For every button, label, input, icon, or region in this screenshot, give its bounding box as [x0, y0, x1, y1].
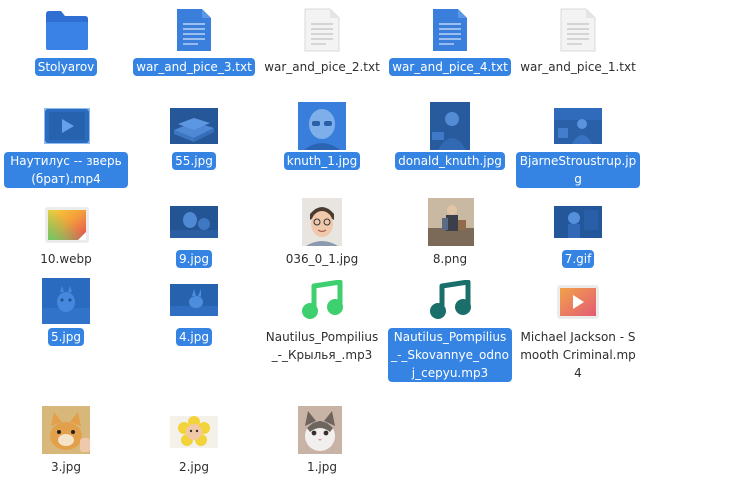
file-name: Michael Jackson - Smooth Criminal.mp4: [520, 330, 636, 380]
file-name: BjarneStroustrup.jpg: [516, 152, 640, 188]
file-name: 2.jpg: [178, 460, 210, 474]
text-file-icon: [560, 8, 596, 52]
file-name: Stolyarov: [34, 58, 98, 76]
photo-thumbnail: [554, 108, 602, 144]
file-name: knuth_1.jpg: [283, 152, 361, 170]
file-name: 3.jpg: [50, 460, 82, 474]
cat-thumbnail: [42, 406, 90, 454]
photo-thumbnail: [170, 284, 218, 316]
file-name: 7.gif: [561, 250, 595, 268]
video-thumbnail: [44, 108, 90, 144]
file-name: war_and_pice_3.txt: [133, 58, 255, 76]
file-name: war_and_pice_1.txt: [520, 60, 636, 74]
portrait-thumbnail: [302, 198, 342, 246]
file-name: Nautilus_Pompilius_-_Крылья_.mp3: [265, 330, 379, 362]
music-note-icon: [428, 280, 472, 322]
text-file-icon: [304, 8, 340, 52]
photo-thumbnail: [554, 206, 602, 238]
text-file-icon: [176, 8, 212, 52]
text-file-icon: [432, 8, 468, 52]
file-name: Nautilus_Pompilius_-_Skovannye_odnoj_cep…: [388, 328, 512, 382]
file-name: 036_0_1.jpg: [285, 252, 359, 266]
photo-thumbnail: [170, 206, 218, 238]
file-name: war_and_pice_2.txt: [264, 60, 380, 74]
file-name: 4.jpg: [175, 328, 213, 346]
file-name: donald_knuth.jpg: [395, 152, 505, 170]
file-name: 5.jpg: [47, 328, 85, 346]
portrait-thumbnail: [298, 102, 346, 150]
file-name: 10.webp: [40, 252, 92, 266]
books-thumbnail: [170, 108, 218, 144]
music-note-icon: [300, 280, 344, 322]
file-name: 9.jpg: [175, 250, 213, 268]
file-name: war_and_pice_4.txt: [389, 58, 511, 76]
photo-thumbnail: [42, 278, 90, 324]
file-name: 55.jpg: [172, 152, 216, 170]
video-file-icon: [556, 284, 600, 320]
image-file-icon: [44, 206, 90, 244]
photo-thumbnail: [428, 198, 474, 246]
file-name: 8.png: [432, 252, 468, 266]
cat-thumbnail: [298, 406, 342, 454]
file-name: Наутилус -- зверь (брат).mp4: [4, 152, 128, 188]
file-name: 1.jpg: [306, 460, 338, 474]
flower-thumbnail: [170, 416, 218, 448]
folder-icon: [44, 8, 90, 52]
photo-thumbnail: [430, 102, 470, 150]
